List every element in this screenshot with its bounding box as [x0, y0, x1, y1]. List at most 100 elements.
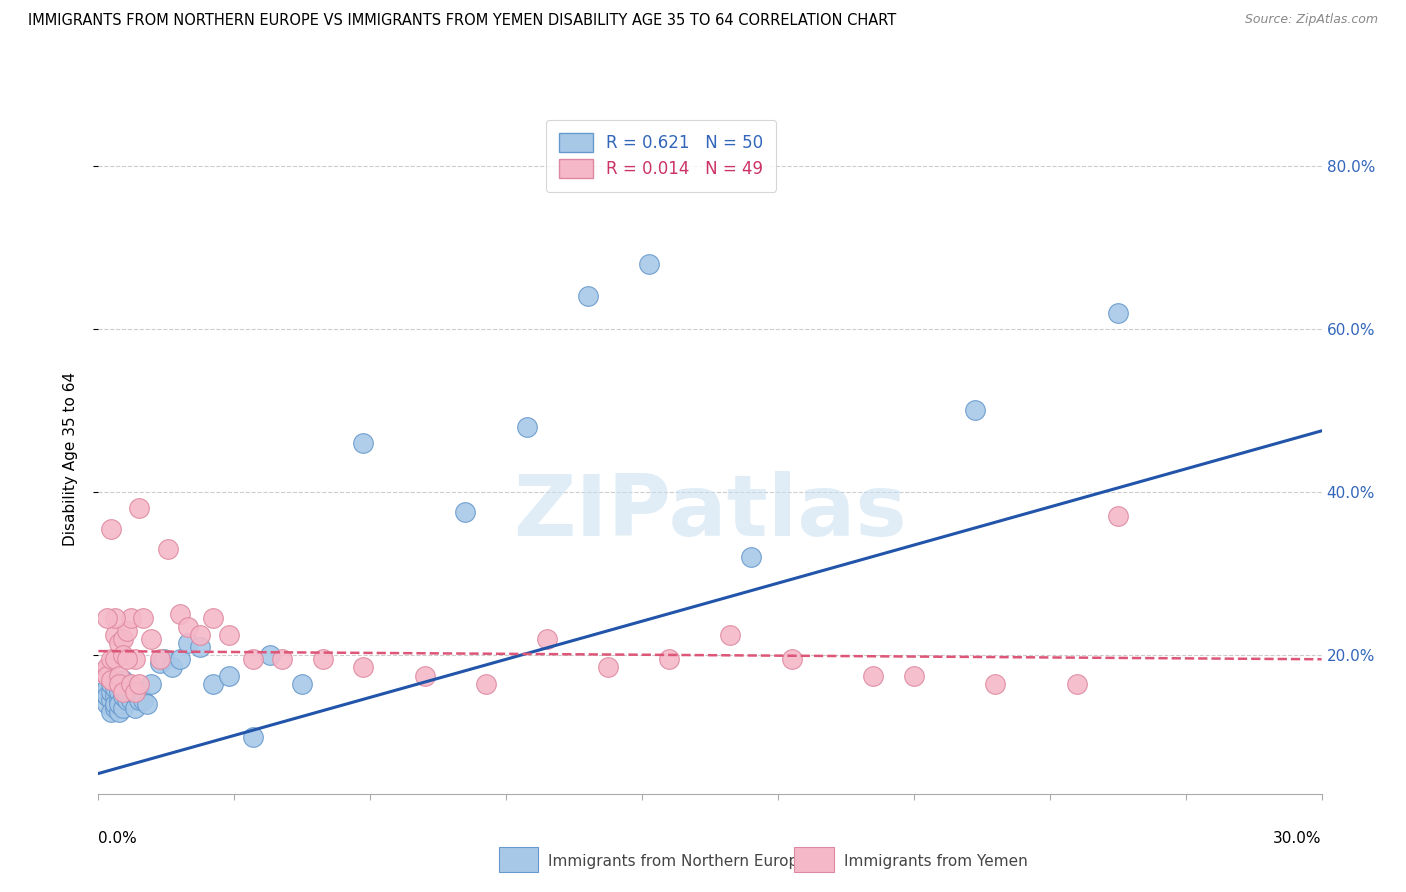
Point — [352, 436, 374, 450]
Point — [780, 652, 803, 666]
Point — [104, 652, 127, 666]
Point — [136, 697, 159, 711]
Point — [259, 648, 281, 663]
Point — [474, 677, 498, 691]
Point — [454, 505, 477, 519]
Point — [108, 693, 131, 707]
Text: ZIPatlas: ZIPatlas — [513, 471, 907, 555]
Point — [984, 677, 1007, 691]
Point — [111, 689, 134, 703]
Point — [160, 660, 183, 674]
Point — [128, 677, 150, 691]
Point — [111, 648, 134, 663]
Point — [352, 660, 374, 674]
Point — [100, 652, 122, 666]
Point — [100, 673, 122, 687]
Text: Source: ZipAtlas.com: Source: ZipAtlas.com — [1244, 13, 1378, 27]
Point — [124, 652, 146, 666]
Point — [104, 681, 127, 695]
Point — [141, 632, 163, 646]
Point — [96, 689, 118, 703]
Point — [120, 611, 142, 625]
Point — [115, 685, 138, 699]
Point — [111, 685, 134, 699]
Point — [242, 730, 264, 744]
Point — [1066, 677, 1088, 691]
Point — [1107, 509, 1129, 524]
Point — [1107, 305, 1129, 319]
Point — [115, 624, 138, 638]
Point — [111, 673, 134, 687]
Point — [312, 652, 335, 666]
Point — [91, 685, 114, 699]
Point — [100, 685, 122, 699]
Point — [104, 611, 127, 625]
Point — [156, 542, 179, 557]
Point — [177, 636, 200, 650]
Point — [115, 652, 138, 666]
Point — [188, 640, 212, 654]
Point — [149, 657, 172, 671]
Text: IMMIGRANTS FROM NORTHERN EUROPE VS IMMIGRANTS FROM YEMEN DISABILITY AGE 35 TO 64: IMMIGRANTS FROM NORTHERN EUROPE VS IMMIG… — [28, 13, 897, 29]
Text: 30.0%: 30.0% — [1274, 830, 1322, 846]
Point — [108, 706, 131, 720]
Legend: R = 0.621   N = 50, R = 0.014   N = 49: R = 0.621 N = 50, R = 0.014 N = 49 — [546, 120, 776, 192]
Point — [111, 632, 134, 646]
Point — [536, 632, 558, 646]
Point — [965, 403, 987, 417]
Point — [104, 697, 127, 711]
Point — [100, 706, 122, 720]
Point — [903, 668, 925, 682]
Point — [128, 501, 150, 516]
Point — [108, 685, 131, 699]
Point — [413, 668, 436, 682]
Point — [128, 685, 150, 699]
Point — [201, 611, 224, 625]
Point — [516, 419, 538, 434]
Text: Immigrants from Yemen: Immigrants from Yemen — [844, 855, 1028, 869]
Point — [96, 611, 118, 625]
Point — [100, 677, 122, 691]
Point — [100, 522, 122, 536]
Point — [91, 665, 114, 679]
Point — [128, 693, 150, 707]
Point — [120, 685, 142, 699]
Point — [108, 677, 131, 691]
Point — [96, 681, 118, 695]
Point — [169, 652, 191, 666]
Point — [218, 668, 240, 682]
Y-axis label: Disability Age 35 to 64: Disability Age 35 to 64 — [63, 372, 77, 547]
Point — [720, 628, 742, 642]
Point — [169, 607, 191, 622]
Point — [188, 628, 212, 642]
Point — [104, 628, 127, 642]
Point — [115, 693, 138, 707]
Point — [96, 697, 118, 711]
Point — [120, 693, 142, 707]
Text: Immigrants from Northern Europe: Immigrants from Northern Europe — [548, 855, 808, 869]
Point — [218, 628, 240, 642]
Point — [132, 611, 155, 625]
Point — [96, 668, 118, 682]
Point — [862, 668, 884, 682]
Point — [658, 652, 681, 666]
Point — [108, 636, 131, 650]
Point — [149, 652, 172, 666]
Point — [111, 701, 134, 715]
Point — [132, 693, 155, 707]
Point — [152, 652, 174, 666]
Point — [108, 668, 131, 682]
Point — [141, 677, 163, 691]
Point — [96, 660, 118, 674]
Point — [108, 677, 131, 691]
Point — [111, 681, 134, 695]
Point — [177, 619, 200, 633]
Text: 0.0%: 0.0% — [98, 830, 138, 846]
Point — [576, 289, 599, 303]
Point — [270, 652, 294, 666]
Point — [104, 701, 127, 715]
Point — [100, 693, 122, 707]
Point — [124, 685, 146, 699]
Point — [120, 677, 142, 691]
Point — [598, 660, 620, 674]
